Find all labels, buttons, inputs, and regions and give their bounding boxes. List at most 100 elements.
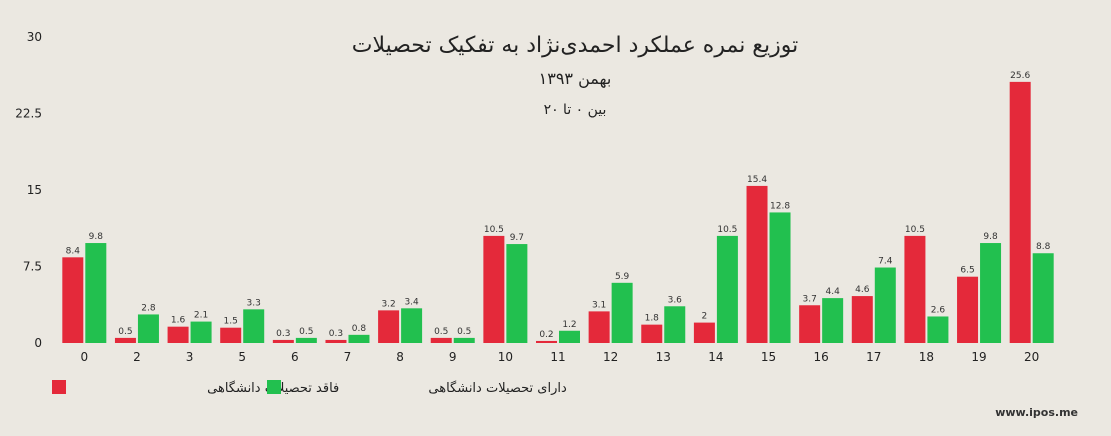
bar-no-degree — [693, 322, 715, 343]
data-label: 0.5 — [299, 327, 313, 337]
bar-degree — [559, 330, 580, 343]
data-label: 0.5 — [457, 327, 471, 337]
x-tick-label: 20 — [1024, 350, 1039, 364]
bar-degree — [664, 306, 686, 343]
chart-subtitle-range: بین ۰ تا ۲۰ — [544, 102, 607, 118]
bar-degree — [453, 337, 475, 343]
legend-label-degree: دارای تحصیلات دانشگاهی — [428, 380, 567, 396]
titles: توزیع نمره عملکرد احمدی‌نژاد به تفکیک تح… — [352, 33, 799, 118]
y-tick-label: 30 — [27, 30, 42, 44]
bar-no-degree — [62, 257, 84, 343]
x-tick-label: 16 — [814, 350, 829, 364]
data-label: 2.1 — [194, 311, 208, 321]
credit: www.ipos.me — [995, 406, 1078, 419]
data-label: 0.3 — [276, 329, 290, 339]
x-tick-label: 15 — [761, 350, 776, 364]
bar-no-degree — [378, 310, 400, 343]
x-tick-label: 3 — [186, 350, 194, 364]
data-label: 10.5 — [717, 225, 737, 235]
data-label: 25.6 — [1010, 71, 1030, 81]
bar-degree — [1032, 253, 1054, 343]
y-tick-label: 0 — [34, 336, 42, 350]
bar-no-degree — [483, 235, 505, 343]
data-label: 10.5 — [484, 225, 504, 235]
bar-degree — [243, 309, 265, 343]
bar-no-degree — [272, 339, 294, 343]
x-tick-label: 17 — [866, 350, 881, 364]
bar-degree — [611, 282, 633, 343]
data-label: 9.8 — [983, 232, 998, 242]
x-tick-label: 12 — [603, 350, 618, 364]
bar-degree — [716, 235, 738, 343]
data-label: 1.5 — [224, 317, 238, 327]
y-tick-label: 15 — [27, 183, 42, 197]
data-label: 3.1 — [592, 300, 606, 310]
x-tick-label: 19 — [971, 350, 986, 364]
data-label: 6.5 — [960, 266, 974, 276]
data-label: 7.4 — [878, 257, 893, 267]
bar-degree — [190, 321, 212, 343]
data-label: 5.9 — [615, 272, 630, 282]
data-label: 1.6 — [171, 316, 186, 326]
x-tick-label: 14 — [708, 350, 723, 364]
bar-no-degree — [220, 327, 242, 343]
data-label: 15.4 — [747, 175, 767, 185]
data-label: 10.5 — [905, 225, 925, 235]
bar-no-degree — [430, 337, 452, 343]
bar-no-degree — [1009, 81, 1031, 343]
bar-degree — [506, 244, 528, 343]
bar-no-degree — [114, 337, 136, 343]
x-tick-label: 6 — [291, 350, 299, 364]
bars: 8.4 9.8 0.5 2.8 1.6 2.1 1.5 3.3 0.3 0.5 0.3 0.8 3.2 3… — [62, 71, 1054, 343]
data-label: 12.8 — [770, 201, 790, 211]
data-label: 4.4 — [825, 287, 840, 297]
x-tick-label: 11 — [550, 350, 565, 364]
data-label: 3.7 — [802, 294, 816, 304]
bar-degree — [874, 267, 896, 343]
bar-no-degree — [167, 326, 189, 343]
bar-degree — [822, 298, 844, 343]
data-label: 1.8 — [645, 314, 660, 324]
x-axis: 0 2 3 5 6 7 8 9 10 11 12 13 14 15 16 17 18 19 20 — [80, 350, 1039, 364]
bar-degree — [769, 212, 791, 343]
y-tick-label: 22.5 — [15, 107, 42, 121]
data-label: 8.8 — [1036, 242, 1051, 252]
chart-title: توزیع نمره عملکرد احمدی‌نژاد به تفکیک تح… — [352, 33, 799, 58]
bar-degree — [348, 334, 370, 343]
data-label: 1.2 — [562, 320, 576, 330]
bar-no-degree — [641, 324, 663, 343]
x-tick-label: 8 — [396, 350, 404, 364]
bar-degree — [927, 316, 949, 343]
x-tick-label: 2 — [133, 350, 141, 364]
data-label: 3.3 — [247, 298, 261, 308]
bar-no-degree — [904, 235, 926, 343]
bar-degree — [85, 243, 107, 343]
data-label: 0.2 — [539, 330, 553, 340]
x-tick-label: 10 — [498, 350, 513, 364]
bar-degree — [401, 308, 423, 343]
x-tick-label: 0 — [80, 350, 88, 364]
bar-no-degree — [536, 340, 557, 343]
data-label: 2.8 — [141, 303, 156, 313]
data-label: 9.8 — [89, 232, 104, 242]
data-label: 8.4 — [66, 246, 81, 256]
data-label: 0.3 — [329, 329, 343, 339]
data-label: 0.5 — [434, 327, 448, 337]
legend-swatch-degree — [267, 380, 281, 394]
bar-no-degree — [851, 296, 873, 343]
bar-no-degree — [746, 185, 768, 343]
x-tick-label: 9 — [449, 350, 457, 364]
bar-no-degree — [588, 311, 610, 343]
legend-swatch-no-degree — [52, 380, 66, 394]
bar-no-degree — [799, 305, 821, 343]
legend: فاقد تحصیلات دانشگاهی دارای تحصیلات دانش… — [52, 380, 567, 396]
data-label: 3.6 — [668, 295, 683, 305]
bar-no-degree — [325, 339, 347, 343]
bar-degree — [295, 337, 317, 343]
y-axis: 0 7.5 15 22.5 30 — [15, 30, 42, 350]
bar-degree — [980, 243, 1002, 343]
x-tick-label: 5 — [238, 350, 246, 364]
y-tick-label: 7.5 — [23, 260, 42, 274]
x-tick-label: 7 — [344, 350, 352, 364]
